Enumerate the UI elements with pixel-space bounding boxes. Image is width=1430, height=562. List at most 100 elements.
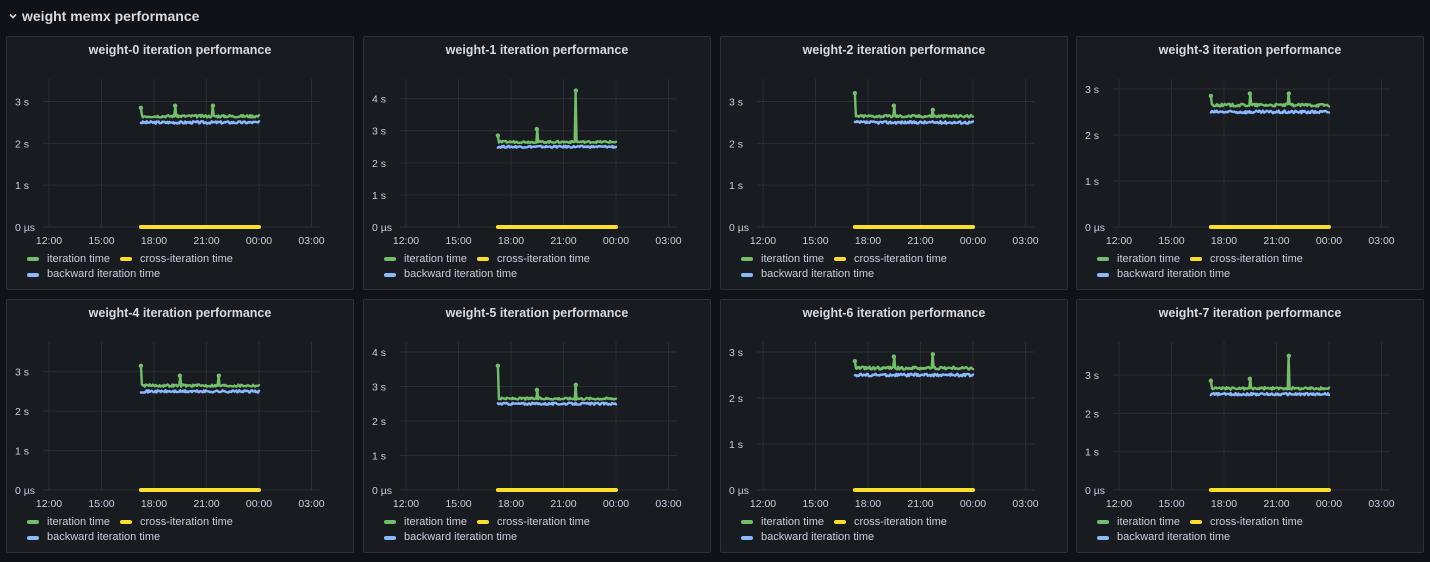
series-line-backward[interactable] [1209,391,1331,397]
legend-item-cross[interactable]: cross-iteration time [119,250,233,268]
legend-item-backward[interactable]: backward iteration time [27,268,337,286]
panel-title[interactable]: weight-0 iteration performance [88,43,272,57]
legend-item-cross[interactable]: cross-iteration time [476,513,590,531]
legend-item-iteration[interactable]: iteration time [1097,513,1180,531]
chevron-down-icon[interactable] [8,11,18,21]
legend-item-cross[interactable]: cross-iteration time [833,250,947,268]
x-tick-label: 12:00 [393,235,419,247]
data-point[interactable] [210,103,216,108]
x-tick-label: 21:00 [1263,498,1289,510]
legend-item-backward[interactable]: backward iteration time [1097,268,1407,286]
data-point[interactable] [495,133,501,138]
legend-swatch [119,257,132,261]
legend-item-iteration[interactable]: iteration time [741,513,824,531]
data-point[interactable] [852,359,858,364]
series-line-iteration[interactable] [1209,92,1331,108]
series-line-iteration[interactable] [1209,354,1331,391]
series-line-iteration[interactable] [496,89,618,145]
chart-plot[interactable]: 0 µs 1 s 2 s 3 s 12:00 15:00 18:00 21:00 00:00 03… [1077,37,1425,249]
panel-weight-1[interactable]: weight-1 iteration performance 0 µs 1 s 2 s… [363,36,711,290]
panel-weight-4[interactable]: weight-4 iteration performance 0 µs 1 s 2 s… [6,299,354,553]
panel-weight-6[interactable]: weight-6 iteration performance 0 µs 1 s 2 s… [720,299,1068,553]
legend-item-iteration[interactable]: iteration time [384,513,467,531]
panel-weight-3[interactable]: weight-3 iteration performance 0 µs 1 s 2 s… [1076,36,1424,290]
data-point[interactable] [495,363,501,368]
series-line-iteration[interactable] [139,104,261,119]
legend-item-cross[interactable]: cross-iteration time [1189,513,1303,531]
panel-title[interactable]: weight-3 iteration performance [1158,43,1342,57]
legend-item-cross[interactable]: cross-iteration time [119,513,233,531]
data-point[interactable] [1286,353,1292,359]
legend-item-iteration[interactable]: iteration time [384,250,467,268]
series-line-backward[interactable] [853,372,975,378]
series-line-iteration[interactable] [496,364,618,401]
legend-item-iteration[interactable]: iteration time [27,250,110,268]
x-tick-label: 12:00 [36,235,62,247]
legend-item-cross[interactable]: cross-iteration time [1189,250,1303,268]
data-point[interactable] [177,373,183,378]
data-point[interactable] [891,103,897,108]
legend-item-iteration[interactable]: iteration time [741,250,824,268]
legend-item-backward[interactable]: backward iteration time [741,531,1051,549]
series-line-backward[interactable] [139,120,261,125]
data-point[interactable] [930,352,936,357]
chart-plot[interactable]: 0 µs 1 s 2 s 3 s 4 s 12:00 15:00 18:00 21:00 00:0… [364,300,712,512]
chart-plot[interactable]: 0 µs 1 s 2 s 3 s 12:00 15:00 18:00 21:00 00:00 03… [1077,300,1425,512]
series-line-backward[interactable] [496,401,618,406]
legend-label: cross-iteration time [139,516,233,528]
legend-label: cross-iteration time [1209,253,1303,265]
data-point[interactable] [1286,91,1292,96]
series-line-backward[interactable] [139,389,261,394]
legend-item-cross[interactable]: cross-iteration time [833,513,947,531]
data-point[interactable] [573,88,579,93]
chart-plot[interactable]: 0 µs 1 s 2 s 3 s 12:00 15:00 18:00 21:00 00:00 03… [721,300,1069,512]
data-point[interactable] [172,103,178,108]
row-header[interactable]: weight memx performance [0,0,1430,32]
data-point[interactable] [138,363,144,368]
chart-plot[interactable]: 0 µs 1 s 2 s 3 s 4 s 12:00 15:00 18:00 21:00 00:0… [364,37,712,249]
legend-item-backward[interactable]: backward iteration time [384,268,694,286]
panel-weight-5[interactable]: weight-5 iteration performance 0 µs 1 s 2 s… [363,299,711,553]
series-line-backward[interactable] [1209,109,1331,115]
data-point[interactable] [534,126,540,132]
data-point[interactable] [138,105,144,111]
panel-weight-7[interactable]: weight-7 iteration performance 0 µs 1 s 2 s… [1076,299,1424,553]
data-point[interactable] [534,387,540,393]
chart-plot[interactable]: 0 µs 1 s 2 s 3 s 12:00 15:00 18:00 21:00 00:00 03… [7,37,355,249]
data-point[interactable] [930,107,936,113]
legend-item-iteration[interactable]: iteration time [1097,250,1180,268]
series-line-backward[interactable] [853,119,975,125]
legend-item-backward[interactable]: backward iteration time [1097,531,1407,549]
legend-item-backward[interactable]: backward iteration time [27,531,337,549]
legend-item-iteration[interactable]: iteration time [27,513,110,531]
chart-plot[interactable]: 0 µs 1 s 2 s 3 s 12:00 15:00 18:00 21:00 00:00 03… [7,300,355,512]
chart-plot[interactable]: 0 µs 1 s 2 s 3 s 12:00 15:00 18:00 21:00 00:00 03… [721,37,1069,249]
panel-title[interactable]: weight-2 iteration performance [802,43,986,57]
panel-title[interactable]: weight-4 iteration performance [88,306,272,320]
series-line-iteration[interactable] [853,353,975,371]
x-tick-label: 03:00 [1012,498,1038,510]
legend-swatch [1097,257,1109,261]
series-line-backward[interactable] [496,144,618,149]
data-point[interactable] [852,90,858,96]
data-point[interactable] [1208,378,1214,383]
panel-weight-2[interactable]: weight-2 iteration performance 0 µs 1 s 2 s… [720,36,1068,290]
data-point[interactable] [891,354,897,359]
data-point[interactable] [216,373,222,378]
data-point[interactable] [1208,93,1214,99]
panel-title[interactable]: weight-6 iteration performance [802,306,986,320]
panel-title[interactable]: weight-5 iteration performance [445,306,629,320]
data-point[interactable] [1247,91,1253,96]
data-point[interactable] [573,382,579,387]
legend-item-cross[interactable]: cross-iteration time [476,250,590,268]
series-line-iteration[interactable] [139,364,261,388]
legend: iteration time cross-iteration time backwa… [384,513,704,549]
data-point[interactable] [1247,376,1253,382]
panel-weight-0[interactable]: weight-0 iteration performance 0 µs 1 s 2 s… [6,36,354,290]
panel-title[interactable]: weight-7 iteration performance [1158,306,1342,320]
x-tick-label: 00:00 [603,498,629,510]
series-line-iteration[interactable] [853,92,975,119]
legend-item-backward[interactable]: backward iteration time [741,268,1051,286]
panel-title[interactable]: weight-1 iteration performance [445,43,629,57]
legend-item-backward[interactable]: backward iteration time [384,531,694,549]
